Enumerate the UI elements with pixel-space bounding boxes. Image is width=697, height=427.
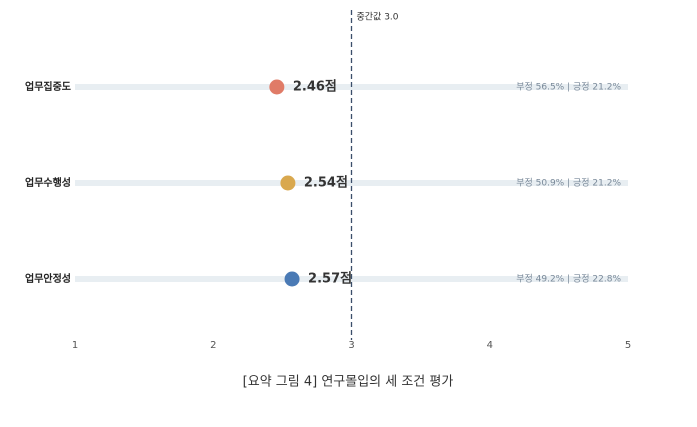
x-tick-label: 2 xyxy=(210,340,216,351)
x-tick-label: 1 xyxy=(72,340,78,351)
dot xyxy=(284,271,300,287)
category-label: 업무수행성 xyxy=(25,176,71,189)
side-label: 부정 49.2% | 긍정 22.8% xyxy=(516,274,621,285)
category-label: 업무안정성 xyxy=(25,272,71,285)
value-label: 2.57점 xyxy=(308,272,352,287)
dot xyxy=(280,175,296,191)
reference-label: 중간값 3.0 xyxy=(357,11,399,23)
x-tick-label: 5 xyxy=(625,340,631,351)
x-tick-label: 3 xyxy=(348,340,354,351)
value-label: 2.46점 xyxy=(293,80,337,95)
x-tick-label: 4 xyxy=(487,340,493,351)
side-label: 부정 50.9% | 긍정 21.2% xyxy=(516,178,621,189)
side-label: 부정 56.5% | 긍정 21.2% xyxy=(516,82,621,93)
chart-title: [요약 그림 4] 연구몰입의 세 조건 평가 xyxy=(243,375,454,390)
value-label: 2.54점 xyxy=(304,176,348,191)
category-label: 업무집중도 xyxy=(25,80,71,93)
dot xyxy=(269,79,285,95)
